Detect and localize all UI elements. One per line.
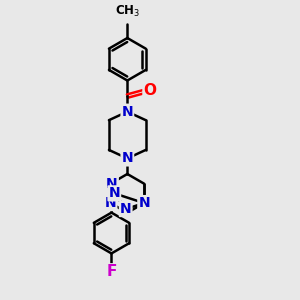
Text: CH$_3$: CH$_3$ — [115, 4, 140, 19]
Text: N: N — [106, 177, 118, 191]
Text: O: O — [143, 83, 157, 98]
Text: F: F — [106, 264, 117, 279]
Text: N: N — [120, 202, 131, 216]
Text: N: N — [122, 105, 133, 119]
Text: N: N — [138, 196, 150, 210]
Text: N: N — [105, 196, 116, 210]
Text: N: N — [109, 186, 120, 200]
Text: N: N — [122, 152, 133, 165]
